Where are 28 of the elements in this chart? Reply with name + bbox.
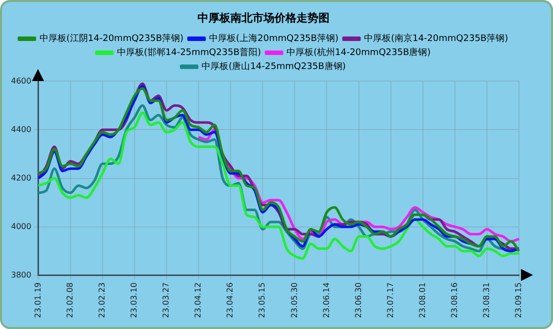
- legend-label: 中厚板(江阴14-20mmQ235B萍钢): [39, 33, 184, 44]
- x-tick-label: 23.03.27: [162, 282, 171, 318]
- x-tick-label: 23.02.08: [65, 282, 74, 318]
- x-tick-label: 23.08.01: [418, 282, 427, 318]
- y-tick-label: 4200: [11, 173, 32, 182]
- legend-label: 中厚板(上海20mmQ235B萍钢): [209, 33, 338, 44]
- x-tick-label: 23.01.19: [33, 282, 42, 318]
- x-tick-label: 23.06.30: [354, 282, 363, 318]
- legend-label: 中厚板(唐山14-25mmQ235B唐钢): [202, 61, 346, 72]
- x-tick-label: 23.08.16: [450, 282, 459, 318]
- x-tick-label: 23.07.17: [386, 282, 395, 318]
- x-tick-label: 23.04.26: [226, 282, 235, 318]
- x-tick-label: 23.05.15: [258, 282, 267, 318]
- x-tick-label: 23.09.15: [514, 282, 524, 318]
- y-tick-label: 3800: [11, 270, 32, 280]
- x-tick-label: 23.08.31: [482, 282, 492, 318]
- x-tick-label: 23.03.10: [130, 282, 139, 318]
- y-tick-label: 4600: [11, 76, 32, 86]
- legend-label: 中厚板(杭州14-20mmQ235B唐钢): [286, 47, 431, 58]
- legend-label: 中厚板(邯郸14-25mmQ235B普阳): [116, 47, 262, 58]
- y-tick-label: 4400: [11, 124, 32, 134]
- legend-label: 中厚板(南京14-20mmQ235B萍钢): [364, 33, 508, 44]
- x-tick-label: 23.06.14: [322, 282, 331, 318]
- y-tick-label: 4000: [11, 222, 32, 231]
- x-tick-label: 23.04.12: [194, 282, 203, 318]
- x-tick-label: 23.02.23: [98, 282, 107, 318]
- chart-title: 中厚板南北市场价格走势图: [198, 11, 330, 24]
- x-tick-label: 23.05.30: [290, 282, 299, 318]
